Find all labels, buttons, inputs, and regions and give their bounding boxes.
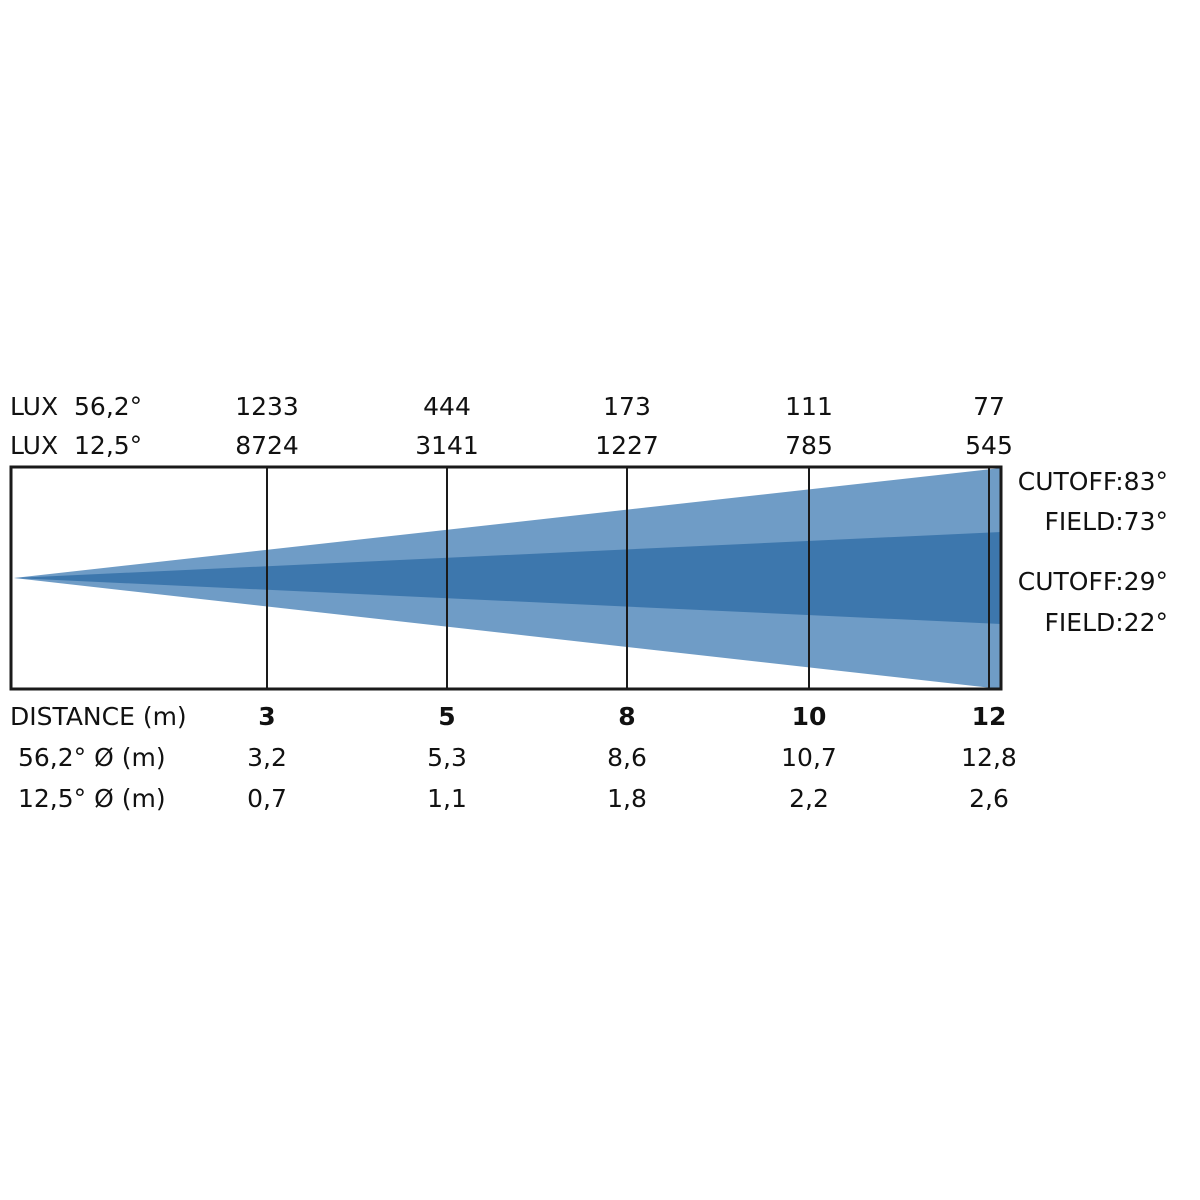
- lux-narrow-value: 1227: [595, 431, 659, 460]
- distance-row-label: DISTANCE (m): [10, 702, 187, 731]
- distance-value: 8: [618, 702, 635, 731]
- diam-narrow-value: 2,6: [969, 784, 1009, 813]
- distance-value: 12: [972, 702, 1007, 731]
- diam-wide-value: 8,6: [607, 743, 647, 772]
- lux-narrow-value: 785: [785, 431, 833, 460]
- wide-cutoff-label: CUTOFF:83°: [1018, 467, 1168, 496]
- diam-narrow-value: 0,7: [247, 784, 287, 813]
- lux-wide-value: 1233: [235, 392, 299, 421]
- diam-wide-value: 10,7: [781, 743, 837, 772]
- diagram-frame: [9, 465, 1003, 691]
- lux-narrow-value: 8724: [235, 431, 299, 460]
- lux-narrow-row-label: LUX 12,5°: [10, 431, 142, 460]
- lux-wide-value: 111: [785, 392, 833, 421]
- distance-value: 10: [792, 702, 827, 731]
- lux-wide-value: 173: [603, 392, 651, 421]
- diam-wide-value: 5,3: [427, 743, 467, 772]
- lux-narrow-value: 3141: [415, 431, 479, 460]
- narrow-cutoff-label: CUTOFF:29°: [1018, 567, 1168, 596]
- narrow-field-label: FIELD:22°: [1045, 608, 1168, 637]
- lux-narrow-value: 545: [965, 431, 1013, 460]
- narrow-beam-cone: [14, 532, 1001, 624]
- diam-wide-value: 12,8: [961, 743, 1017, 772]
- diam-narrow-row-label: 12,5° Ø (m): [18, 784, 166, 813]
- distance-value: 5: [438, 702, 455, 731]
- diam-narrow-value: 2,2: [789, 784, 829, 813]
- lux-wide-value: 77: [973, 392, 1005, 421]
- wide-field-label: FIELD:73°: [1045, 507, 1168, 536]
- diam-wide-row-label: 56,2° Ø (m): [18, 743, 166, 772]
- lux-wide-value: 444: [423, 392, 471, 421]
- diam-wide-value: 3,2: [247, 743, 287, 772]
- diam-narrow-value: 1,1: [427, 784, 467, 813]
- diam-narrow-value: 1,8: [607, 784, 647, 813]
- lux-wide-row-label: LUX 56,2°: [10, 392, 142, 421]
- distance-value: 3: [258, 702, 275, 731]
